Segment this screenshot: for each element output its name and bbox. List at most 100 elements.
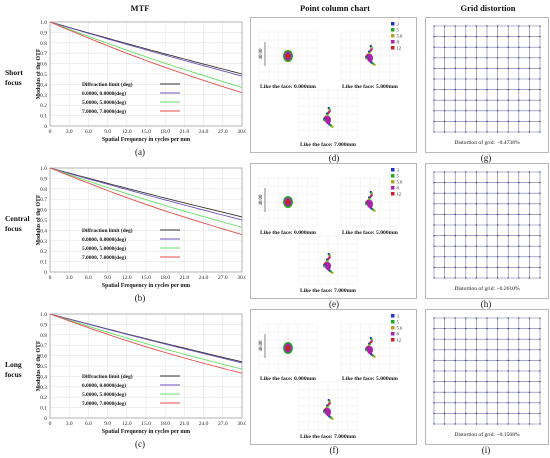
y-tick-label: 0.2 [40,249,47,255]
mtf-curve-s5 [49,167,243,228]
grid-distortion-panel: Distortion of grid: −0.4738% [425,17,549,153]
distortion-grid-node [539,402,541,404]
distortion-grid-node [497,120,499,122]
distortion-grid-node [539,131,541,133]
distortion-grid-node [433,213,435,215]
distortion-grid-node [497,423,499,425]
distortion-grid-node [518,67,520,69]
distortion-grid-node [454,256,456,258]
distortion-grid-node [475,370,477,372]
distortion-grid-node [454,171,456,173]
y-tick-label: 0 [44,124,47,130]
distortion-grid-node [507,110,509,112]
y-tick-label: 0.9 [40,30,47,36]
spot-column-header: Point column chart [300,3,370,13]
distortion-grid-node [497,256,499,258]
distortion-grid-node [497,235,499,237]
distortion-grid-node [454,245,456,247]
y-tick-label: 0.8 [40,41,47,47]
distortion-grid-node [486,423,488,425]
distortion-grid-node [444,46,446,48]
distortion-grid-node [486,328,488,330]
grid-distortion-plot: Distortion of grid: −0.1568% [433,317,541,438]
distortion-grid-node [497,213,499,215]
mtf-chart: 0 0.1 0.2 0.3 0.4 0.5 0.6 0.7 0.8 0.9 1.0 0 3.0 6.0 9.… [36,312,246,435]
y-tick-label: 0.3 [40,239,47,245]
mtf-curve-s5 [49,21,243,88]
spot-cluster [286,53,290,59]
distortion-grid-node [497,266,499,268]
distortion-grid-node [518,192,520,194]
spot-point [365,57,368,60]
distortion-grid-node [444,266,446,268]
row-label: Short focus [5,68,41,88]
spot-diagram: Like the face: 0.000mm Like the face: 5.0… [258,314,403,440]
y-tick-label: 0.5 [40,218,47,224]
distortion-grid-node [518,266,520,268]
mtf-subfigure-letter: (b) [134,293,146,303]
distortion-grid-node [497,359,499,361]
distortion-grid-node [528,171,530,173]
distortion-grid-node [528,192,530,194]
x-tick-label: 15.0 [141,275,151,281]
distortion-grid-node [454,412,456,414]
distortion-grid-node [518,349,520,351]
distortion-grid-node [444,192,446,194]
distortion-grid-node [518,245,520,247]
x-tick-label: 18.0 [160,421,170,427]
spot-scale-label: 40.00 [259,194,264,205]
distortion-grid-node [433,359,435,361]
distortion-grid-node [518,423,520,425]
row-label: Long focus [5,360,41,380]
distortion-grid-node [475,203,477,205]
distortion-grid-node [433,277,435,279]
distortion-grid-node [454,25,456,27]
distortion-grid-node [539,110,541,112]
spot-legend-label: 5.6 [397,34,403,39]
distortion-grid-node [497,36,499,38]
spot-legend-label: 3 [397,22,400,27]
mtf-legend-label: 5.0000, 5.0000(deg) [82,391,126,398]
spot-legend-label: 5 [397,174,400,179]
distortion-grid-node [518,235,520,237]
grid-distortion-plot: Distortion of grid: −0.2610% [433,171,541,292]
distortion-grid-node [465,381,467,383]
distortion-grid-node [465,131,467,133]
spot-legend-label: 8 [397,332,400,337]
mtf-curve-s5 [49,313,243,370]
distortion-grid-node [444,78,446,80]
x-tick-label: 30.0 [237,275,246,281]
distortion-grid-node [539,256,541,258]
y-tick-label: 0.6 [40,354,47,360]
distortion-grid-node [433,235,435,237]
distortion-grid-node [433,36,435,38]
distortion-grid-node [518,131,520,133]
spot-caption: Like the face: 5.000mm [342,376,398,382]
distortion-grid-node [518,277,520,279]
distortion-grid-node [518,256,520,258]
distortion-grid-node [507,412,509,414]
row-label-line: focus [5,370,22,379]
distortion-grid-node [454,67,456,69]
distortion-grid-node [475,99,477,101]
distortion-grid-node [539,317,541,319]
spot-caption: Like the face: 5.000mm [342,84,398,90]
distortion-grid-node [454,203,456,205]
spot-cluster [286,199,290,205]
grid-subfigure-letter: (h) [480,299,492,309]
distortion-grid-node [497,317,499,319]
spot-legend-swatch [391,28,395,32]
distortion-grid-node [539,391,541,393]
distortion-grid-node [465,423,467,425]
distortion-grid-node [444,213,446,215]
distortion-grid-node [465,36,467,38]
distortion-grid-node [518,370,520,372]
distortion-grid-node [433,89,435,91]
spot-legend-label: 5 [397,28,400,33]
distortion-grid-node [497,182,499,184]
distortion-grid-node [486,182,488,184]
mtf-legend-label: Diffraction limit (deg) [82,81,133,88]
y-tick-label: 0.8 [40,333,47,339]
distortion-grid-node [486,359,488,361]
mtf-legend-label: Diffraction limit (deg) [82,373,133,380]
